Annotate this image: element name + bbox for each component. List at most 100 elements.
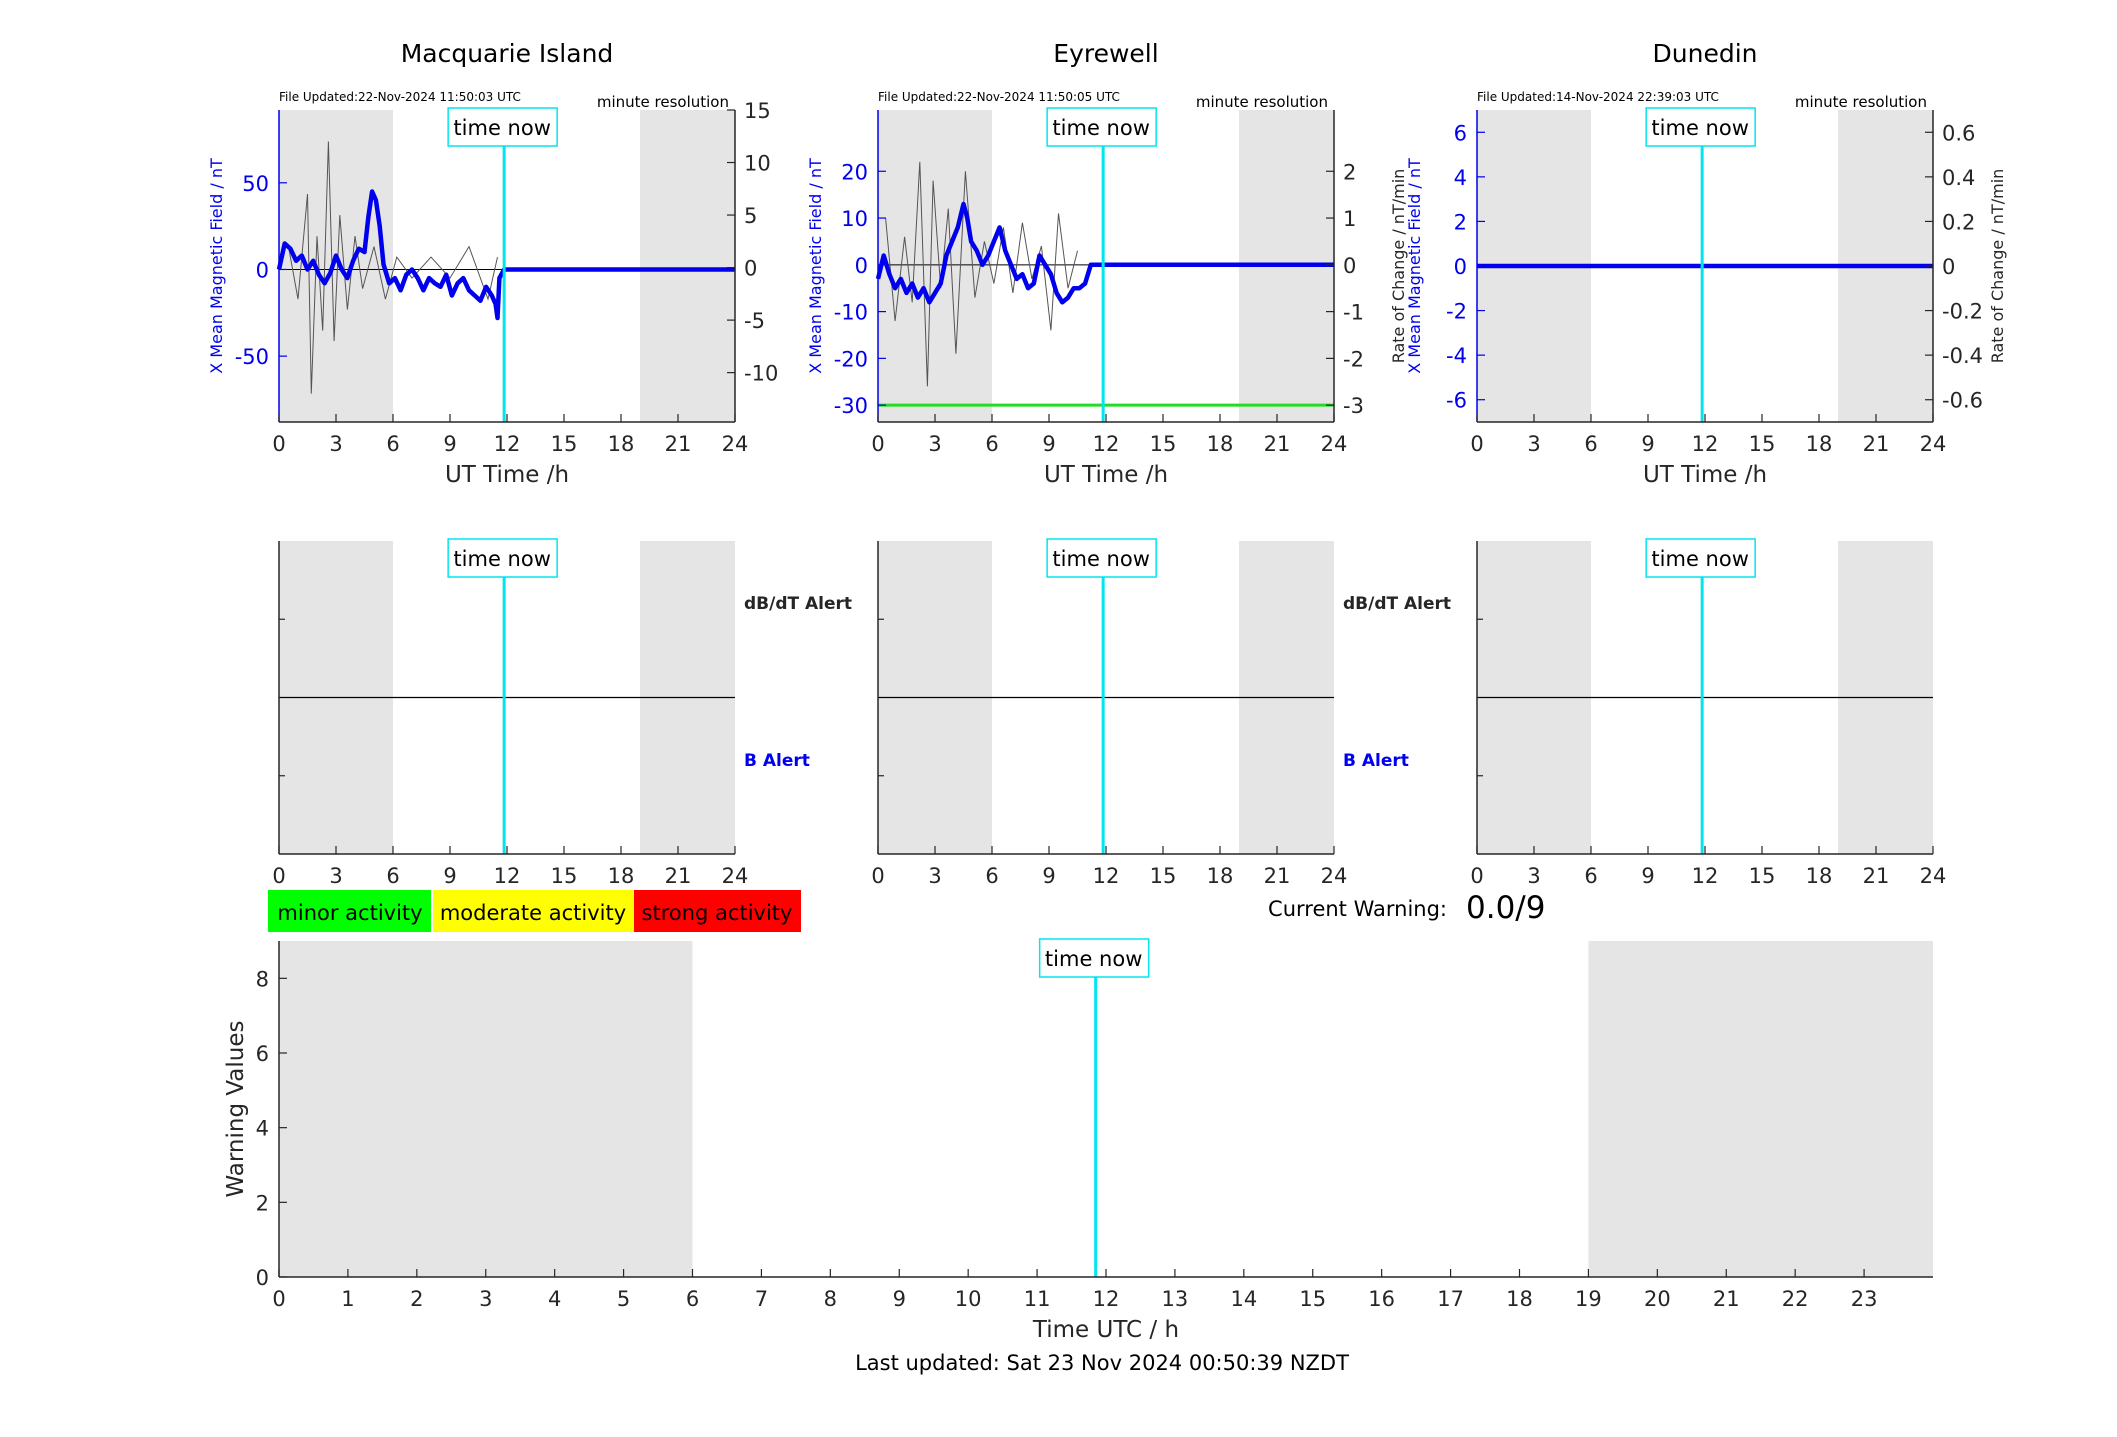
x-tick-label: 3 bbox=[1527, 432, 1540, 456]
x-tick-label: 21 bbox=[1264, 864, 1291, 888]
left-y-tick-label: 8 bbox=[256, 967, 269, 991]
night-shade bbox=[640, 110, 735, 422]
left-y-tick-label: 6 bbox=[1454, 121, 1467, 145]
last-updated-footer: Last updated: Sat 23 Nov 2024 00:50:39 N… bbox=[855, 1351, 1349, 1375]
x-tick-label: 0 bbox=[272, 864, 285, 888]
warning-y-axis-title: Warning Values bbox=[223, 1020, 249, 1197]
right-y-tick-label: -0.2 bbox=[1942, 300, 1983, 324]
left-y-tick-label: -4 bbox=[1446, 344, 1467, 368]
x-axis-title: UT Time /h bbox=[1044, 462, 1168, 488]
x-tick-label: 15 bbox=[1299, 1287, 1326, 1311]
x-tick-label: 21 bbox=[665, 432, 692, 456]
time-now-label: time now bbox=[453, 116, 550, 140]
x-tick-label: 0 bbox=[871, 864, 884, 888]
current-warning-value: 0.0/9 bbox=[1466, 890, 1545, 926]
left-y-tick-label: -6 bbox=[1446, 389, 1467, 413]
x-tick-label: 4 bbox=[548, 1287, 561, 1311]
x-tick-label: 18 bbox=[608, 432, 635, 456]
left-y-tick-label: 2 bbox=[256, 1191, 269, 1215]
alert-chart-eyrewell: time now dB/dT Alert B Alert 0 3 6 9 12 15 18 21 24 bbox=[871, 538, 1451, 888]
x-tick-label: 5 bbox=[617, 1287, 630, 1311]
left-y-tick-label: 0 bbox=[256, 1266, 269, 1290]
x-tick-label: 6 bbox=[1584, 432, 1597, 456]
x-tick-label: 21 bbox=[1863, 864, 1890, 888]
left-y-tick-label: 0 bbox=[256, 258, 269, 282]
x-tick-label: 3 bbox=[928, 432, 941, 456]
b-alert-label: B Alert bbox=[1343, 751, 1409, 771]
legend-minor-swatch bbox=[268, 890, 431, 932]
x-tick-label: 18 bbox=[608, 864, 635, 888]
x-tick-label: 2 bbox=[410, 1287, 423, 1311]
x-tick-label: 9 bbox=[1042, 864, 1055, 888]
x-tick-label: 6 bbox=[386, 432, 399, 456]
legend-moderate-swatch bbox=[433, 890, 634, 932]
field-trace bbox=[875, 201, 1334, 305]
time-now-box bbox=[447, 107, 558, 147]
x-tick-label: 15 bbox=[551, 864, 578, 888]
right-y-tick-label: 10 bbox=[744, 152, 771, 176]
x-axis-title: UT Time /h bbox=[445, 462, 569, 488]
x-tick-label: 19 bbox=[1575, 1287, 1602, 1311]
x-tick-label: 21 bbox=[1713, 1287, 1740, 1311]
right-y-tick-label: 0 bbox=[744, 257, 757, 281]
x-tick-label: 18 bbox=[1506, 1287, 1533, 1311]
x-tick-label: 17 bbox=[1437, 1287, 1464, 1311]
x-tick-label: 24 bbox=[1321, 432, 1348, 456]
time-now-label: time now bbox=[1651, 116, 1748, 140]
left-y-tick-label: 10 bbox=[841, 207, 868, 231]
x-tick-label: 6 bbox=[686, 1287, 699, 1311]
left-y-tick-label: 4 bbox=[256, 1117, 269, 1141]
right-axis-title: Rate of Change / nT/min bbox=[1988, 169, 2007, 364]
resolution-label: minute resolution bbox=[1196, 93, 1328, 111]
right-y-tick-label: -1 bbox=[1343, 301, 1364, 325]
left-axis-title: X Mean Magnetic Field / nT bbox=[806, 158, 825, 374]
x-tick-label: 16 bbox=[1368, 1287, 1395, 1311]
x-tick-label: 9 bbox=[443, 432, 456, 456]
rate-of-change-trace bbox=[885, 161, 1078, 387]
time-now-label: time now bbox=[1052, 547, 1149, 571]
dbdt-alert-label: dB/dT Alert bbox=[1343, 594, 1451, 614]
x-tick-label: 9 bbox=[893, 1287, 906, 1311]
right-y-tick-label: -2 bbox=[1343, 347, 1364, 371]
dbdt-alert-label: dB/dT Alert bbox=[744, 594, 852, 614]
x-tick-label: 21 bbox=[665, 864, 692, 888]
time-now-box bbox=[1046, 107, 1157, 147]
x-tick-label: 6 bbox=[1584, 864, 1597, 888]
current-warning-label: Current Warning: bbox=[1268, 897, 1447, 921]
right-y-tick-label: -0.6 bbox=[1942, 389, 1983, 413]
time-now-box bbox=[1645, 538, 1756, 578]
x-tick-label: 9 bbox=[1042, 432, 1055, 456]
station-chart-eyrewell: Eyrewell File Updated:22-Nov-2024 11:50:0… bbox=[806, 39, 1408, 488]
x-tick-label: 23 bbox=[1851, 1287, 1878, 1311]
time-now-box bbox=[447, 538, 558, 578]
x-tick-label: 20 bbox=[1644, 1287, 1671, 1311]
left-axis-title: X Mean Magnetic Field / nT bbox=[207, 158, 226, 374]
time-now-box bbox=[1645, 107, 1756, 147]
x-tick-label: 6 bbox=[985, 864, 998, 888]
alert-chart-macquarie: time now dB/dT Alert B Alert 0 3 6 9 12 15 18 21 24 bbox=[272, 538, 852, 888]
station-title: Macquarie Island bbox=[401, 39, 614, 68]
x-tick-label: 9 bbox=[443, 864, 456, 888]
resolution-label: minute resolution bbox=[597, 93, 729, 111]
x-tick-label: 24 bbox=[1920, 432, 1947, 456]
field-trace bbox=[276, 189, 735, 321]
x-tick-label: 24 bbox=[1321, 864, 1348, 888]
station-title: Dunedin bbox=[1653, 39, 1758, 68]
x-tick-label: 8 bbox=[824, 1287, 837, 1311]
x-tick-label: 6 bbox=[985, 432, 998, 456]
night-shade bbox=[279, 110, 393, 422]
legend-strong-label: strong activity bbox=[642, 901, 793, 925]
file-updated-label: File Updated:22-Nov-2024 11:50:05 UTC bbox=[878, 90, 1120, 104]
time-now-label: time now bbox=[453, 547, 550, 571]
left-y-tick-label: 0 bbox=[1454, 255, 1467, 279]
x-tick-label: 0 bbox=[1470, 432, 1483, 456]
x-tick-label: 6 bbox=[386, 864, 399, 888]
left-axis-title: X Mean Magnetic Field / nT bbox=[1405, 158, 1424, 374]
x-tick-label: 3 bbox=[329, 864, 342, 888]
left-y-tick-label: 50 bbox=[242, 172, 269, 196]
x-tick-label: 11 bbox=[1024, 1287, 1051, 1311]
x-tick-label: 14 bbox=[1230, 1287, 1257, 1311]
left-y-tick-label: -50 bbox=[235, 345, 269, 369]
night-shade bbox=[878, 110, 992, 422]
